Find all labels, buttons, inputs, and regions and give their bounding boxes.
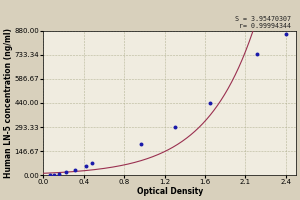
Point xyxy=(56,172,61,176)
Y-axis label: Human LN-5 concentration (ng/ml): Human LN-5 concentration (ng/ml) xyxy=(4,28,13,178)
Point xyxy=(208,101,212,105)
Point xyxy=(63,171,68,174)
Point xyxy=(255,52,260,55)
X-axis label: Optical Density: Optical Density xyxy=(136,187,203,196)
Point xyxy=(47,174,52,177)
Point xyxy=(89,161,94,165)
Point xyxy=(139,142,144,146)
Point xyxy=(283,32,288,36)
Point xyxy=(172,125,177,128)
Text: S = 3.95470307
r= 0.99994344: S = 3.95470307 r= 0.99994344 xyxy=(235,16,291,29)
Point xyxy=(51,173,56,176)
Point xyxy=(72,168,77,171)
Point xyxy=(83,165,88,168)
